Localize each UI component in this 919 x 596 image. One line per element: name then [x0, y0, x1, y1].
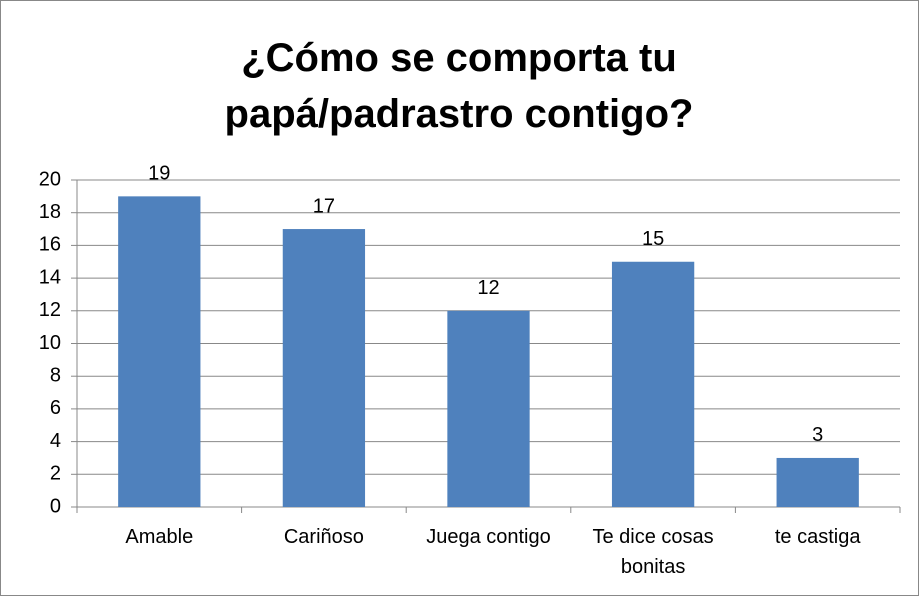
x-tick-label: Te dice cosas bonitas — [592, 526, 714, 578]
bar — [611, 261, 695, 507]
y-tick-label: 16 — [39, 234, 61, 256]
x-tick-label: te castiga — [774, 526, 861, 548]
y-tick-label: 8 — [50, 364, 61, 386]
data-label: 19 — [148, 163, 170, 185]
chart-title: ¿Cómo se comporta tu papá/padrastro cont… — [224, 36, 694, 136]
bar — [282, 229, 366, 508]
y-tick-label: 12 — [39, 299, 61, 321]
data-label: 17 — [313, 195, 335, 217]
y-tick-label: 20 — [39, 168, 61, 190]
y-tick-label: 18 — [39, 201, 61, 223]
y-tick-label: 10 — [39, 332, 61, 354]
data-label: 3 — [812, 424, 823, 446]
data-label: 15 — [642, 228, 664, 250]
y-tick-label: 0 — [50, 495, 61, 517]
y-tick-label: 2 — [50, 463, 61, 485]
x-tick-label: Juega contigo — [426, 526, 551, 548]
bar — [776, 457, 859, 507]
data-label: 12 — [477, 277, 499, 299]
bar — [118, 196, 201, 507]
x-tick-label: Cariñoso — [283, 526, 364, 548]
y-tick-label: 14 — [39, 266, 61, 288]
y-tick-label: 4 — [50, 430, 61, 452]
y-tick-label: 6 — [50, 397, 61, 419]
bar — [447, 310, 530, 507]
x-tick-label: Amable — [125, 526, 194, 548]
